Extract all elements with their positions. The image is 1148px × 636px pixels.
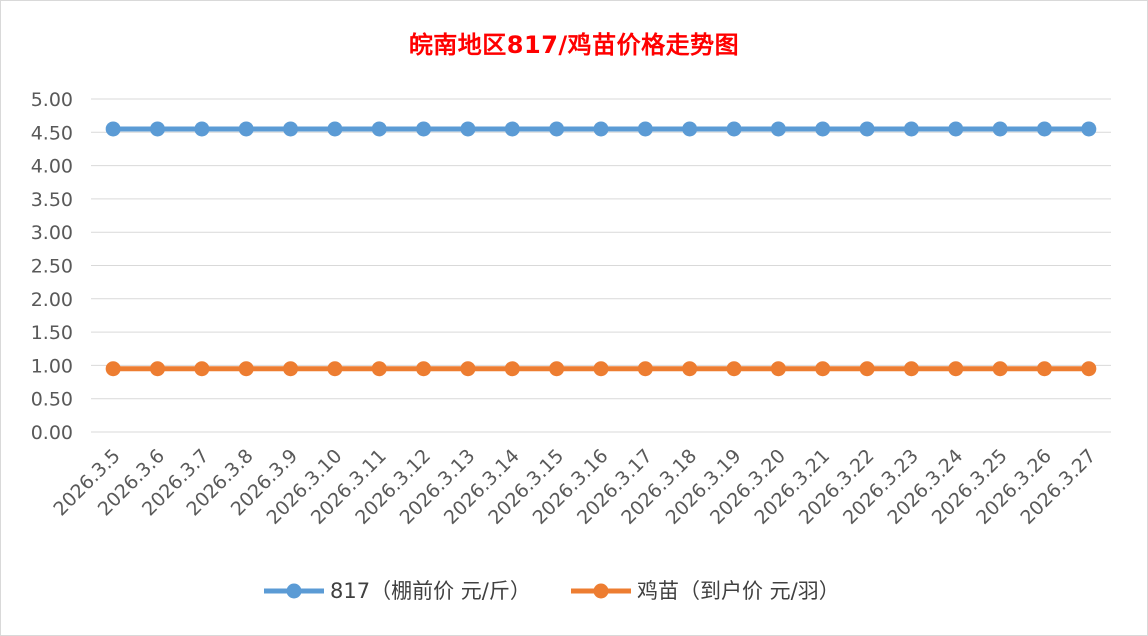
data-point <box>1081 121 1097 137</box>
legend-label: 817（棚前价 元/斤） <box>330 579 531 603</box>
x-axis-ticks: 2026.3.52026.3.62026.3.72026.3.82026.3.9… <box>49 445 1100 529</box>
data-point <box>903 361 919 377</box>
y-axis-ticks: 0.00 0.50 1.00 1.50 2.00 2.50 3.00 3.50 4.00 4.50… <box>31 89 73 444</box>
y-tick-label: 0.00 <box>31 422 73 444</box>
data-point <box>460 121 476 137</box>
data-point <box>105 361 121 377</box>
y-tick-label: 3.50 <box>31 189 73 211</box>
data-point <box>460 361 476 377</box>
data-point <box>416 361 432 377</box>
data-point <box>992 361 1008 377</box>
data-point <box>1036 361 1052 377</box>
y-tick-label: 4.50 <box>31 122 73 144</box>
data-point <box>416 121 432 137</box>
data-point <box>859 121 875 137</box>
y-tick-label: 5.00 <box>31 89 73 111</box>
y-tick-label: 1.50 <box>31 322 73 344</box>
data-point <box>815 361 831 377</box>
data-point <box>726 361 742 377</box>
data-point <box>682 361 698 377</box>
data-point <box>238 121 254 137</box>
legend-marker <box>286 583 302 599</box>
y-tick-label: 2.00 <box>31 289 73 311</box>
data-point <box>105 121 121 137</box>
data-point <box>283 121 299 137</box>
data-point <box>283 361 299 377</box>
legend-item-1: 鸡苗（到户价 元/羽） <box>571 579 840 603</box>
y-tick-label: 4.00 <box>31 156 73 178</box>
legend-marker <box>593 583 609 599</box>
legend: 817（棚前价 元/斤） 鸡苗（到户价 元/羽） <box>264 579 840 603</box>
data-point <box>948 361 964 377</box>
data-point <box>1036 121 1052 137</box>
y-tick-label: 0.50 <box>31 389 73 411</box>
series-0 <box>105 121 1097 137</box>
data-point <box>1081 361 1097 377</box>
grid-lines <box>91 98 1111 433</box>
data-point <box>637 121 653 137</box>
data-point <box>682 121 698 137</box>
data-point <box>903 121 919 137</box>
series-1 <box>105 361 1097 377</box>
y-tick-label: 1.00 <box>31 355 73 377</box>
legend-label: 鸡苗（到户价 元/羽） <box>637 579 840 603</box>
data-point <box>859 361 875 377</box>
data-point <box>371 361 387 377</box>
data-point <box>549 121 565 137</box>
data-point <box>194 121 210 137</box>
chart-title: 皖南地区817/鸡苗价格走势图 <box>408 31 740 59</box>
data-point <box>504 361 520 377</box>
y-tick-label: 2.50 <box>31 256 73 278</box>
y-tick-label: 3.00 <box>31 222 73 244</box>
data-point <box>238 361 254 377</box>
data-point <box>593 121 609 137</box>
data-point <box>327 361 343 377</box>
data-point <box>815 121 831 137</box>
data-point <box>992 121 1008 137</box>
data-point <box>948 121 964 137</box>
data-point <box>549 361 565 377</box>
data-point <box>150 121 166 137</box>
data-point <box>150 361 166 377</box>
data-point <box>770 121 786 137</box>
series-group <box>105 121 1097 377</box>
legend-item-0: 817（棚前价 元/斤） <box>264 579 531 603</box>
data-point <box>194 361 210 377</box>
data-point <box>371 121 387 137</box>
data-point <box>770 361 786 377</box>
data-point <box>327 121 343 137</box>
data-point <box>726 121 742 137</box>
data-point <box>593 361 609 377</box>
data-point <box>504 121 520 137</box>
data-point <box>637 361 653 377</box>
